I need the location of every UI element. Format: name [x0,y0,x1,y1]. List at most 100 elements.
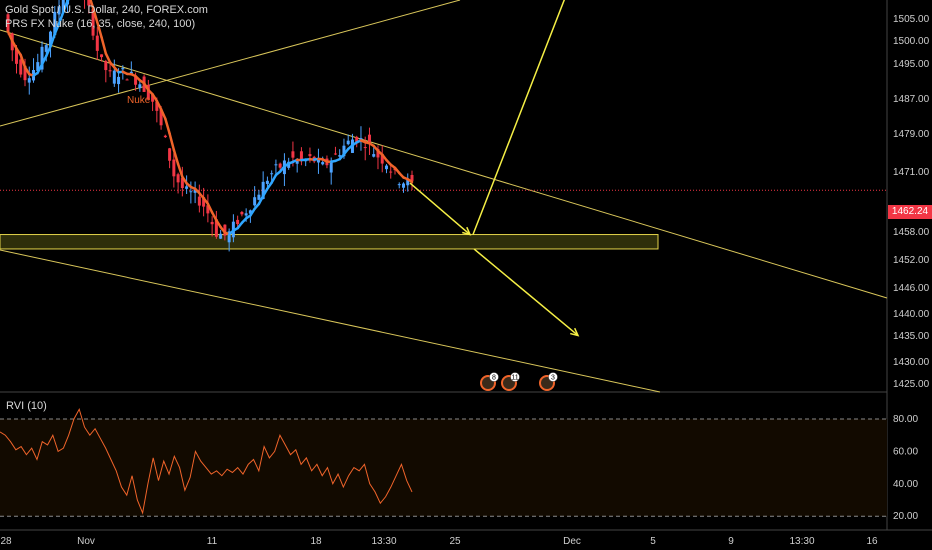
candle-body [172,159,176,177]
rvi-tick-label: 40.00 [893,479,918,490]
candle-body [125,79,129,81]
nuke-line-segment [142,81,150,92]
candle-body [112,70,116,84]
candle-body [270,173,274,175]
candle-body [406,179,410,186]
candle-body [244,213,248,216]
candle-body [401,183,405,188]
candle-body [104,60,108,71]
candle-body [410,174,414,181]
candle-body [384,165,388,170]
y-tick-label: 1440.00 [893,309,930,320]
candle-body [129,71,133,74]
candle-body [108,70,112,72]
y-tick-label: 1430.00 [893,357,930,368]
nuke-line-segment [164,117,171,135]
candle-body [363,147,367,149]
candle-body [321,162,325,165]
event-badge[interactable]: 8 [480,372,499,391]
candle-body [397,184,401,186]
candle-body [40,46,44,70]
candle-body [49,31,53,47]
nuke-line-segment [151,93,159,103]
candle-body [134,76,138,85]
nuke-line-segment [181,175,188,185]
candle-body [168,148,172,161]
nuke-line-segment [91,6,99,24]
nuke-line-segment [66,0,70,3]
candle-body [117,76,121,85]
event-badge-count: 3 [551,375,555,382]
candle-body [274,164,278,166]
candle-body [372,154,376,157]
candle-body [180,178,184,188]
candle-body [219,233,223,239]
nuke-line-segment [53,22,61,36]
candle-body [299,151,303,162]
nuke-line-segment [96,20,103,39]
arrow-head [462,226,472,236]
y-tick-label: 1425.00 [893,379,930,390]
x-tick-label: Nov [77,536,95,547]
candle-body [193,189,197,193]
rvi-line [0,407,413,515]
last-price-tag: 1462.24 [888,205,932,219]
nuke-line-segment [62,0,69,14]
candle-body [210,221,214,225]
candle-body [333,153,337,155]
rvi-title[interactable]: RVI (10) [6,400,47,412]
nuke-line-segment [206,202,214,214]
event-badge-count: 8 [492,375,496,382]
y-tick-label: 1505.00 [893,14,930,25]
event-badge-count: 11 [511,375,518,382]
candle-body [138,84,142,89]
symbol-title[interactable]: Gold Spot / U.S. Dollar, 240, FOREX.com [5,4,208,16]
rvi-pane[interactable] [0,407,887,517]
nuke-line-segment [176,162,184,179]
candle-body [151,94,155,102]
candle-body [389,171,393,173]
x-tick-label: Dec [563,536,581,547]
y-tick-label: 1446.00 [893,283,930,294]
candle-body [95,35,99,51]
nuke-line-segment [49,32,57,48]
candle-body [176,174,180,183]
y-tick-label: 1479.00 [893,129,930,140]
axes: 1505.00 1500.00 1495.00 1487.00 1479.00 1471.… [0,14,929,547]
y-tick-label: 1435.00 [893,331,930,342]
candle-body [155,101,159,111]
candle-body [278,163,282,168]
candle-body [163,135,167,138]
candle-body [159,109,163,126]
event-badge[interactable]: 3 [539,372,558,391]
x-tick-label: 28 [0,536,12,547]
event-badge[interactable]: 11 [501,372,520,391]
x-tick-label: 9 [728,536,734,547]
candle-body [316,158,320,163]
price-pane[interactable]: Nuke 8 11 3 [0,0,888,393]
rvi-tick-label: 20.00 [893,511,918,522]
y-tick-label: 1495.00 [893,59,930,70]
candle-body [53,11,57,36]
x-tick-label: 13:30 [371,536,396,547]
candle-body [27,78,31,83]
event-badge-count-bg [510,372,520,382]
indicator-title[interactable]: PRS FX Nuke (16, 35, close, 240, 100) [5,18,196,30]
candle-body [329,161,333,173]
nuke-line-segment [100,36,108,55]
candle-body [87,0,91,6]
candle-body [146,84,150,100]
candle-body [6,14,10,32]
nuke-line-segment [270,173,278,184]
candle-body [202,197,206,207]
nuke-line-segment [40,54,48,66]
candle-body [295,159,299,164]
trendline [0,0,461,127]
projection-arrow [409,182,471,236]
candle-body [197,196,201,206]
nuke-line-segment [168,132,176,152]
candle-body [185,186,189,189]
y-tick-label: 1487.00 [893,94,930,105]
candle-body [380,153,384,164]
